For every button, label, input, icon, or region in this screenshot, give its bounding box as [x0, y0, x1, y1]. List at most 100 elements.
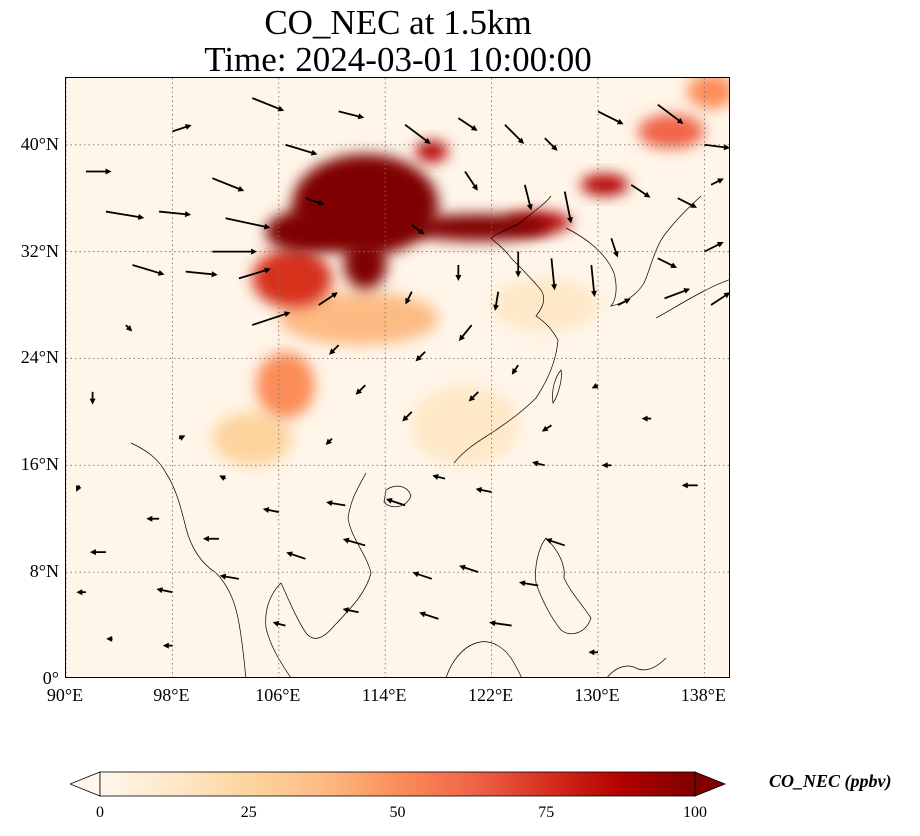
co-plume	[411, 385, 519, 466]
lon-tick-label: 138°E	[680, 685, 726, 705]
co-plume	[265, 210, 346, 253]
coastlines	[130, 195, 729, 677]
coastline-japan	[655, 279, 729, 319]
co-plume	[491, 278, 598, 332]
wind-arrow	[385, 498, 406, 507]
wind-arrow	[402, 411, 413, 422]
colorbar-label: CO_NEC (ppbv)	[769, 771, 892, 791]
wind-arrow	[412, 571, 433, 580]
co-concentration-field	[212, 78, 729, 466]
wind-arrow	[404, 124, 431, 144]
wind-arrow	[342, 537, 366, 547]
gridlines	[66, 78, 729, 677]
wind-arrow	[219, 573, 240, 580]
wind-arrow	[544, 137, 558, 151]
wind-arrow	[211, 177, 245, 192]
wind-arrow	[610, 237, 619, 258]
chart-subtitle-time: Time: 2024-03-01 10:00:00	[204, 40, 592, 79]
colorbar-tick-label: 75	[538, 804, 555, 821]
wind-arrow	[318, 292, 338, 306]
wind-arrow	[105, 210, 145, 220]
wind-arrow	[601, 462, 612, 469]
wind-arrow	[563, 191, 573, 224]
coastline-taiwan	[552, 369, 562, 404]
wind-arrow	[657, 103, 684, 124]
wind-arrow	[132, 264, 165, 276]
wind-arrow	[285, 143, 318, 156]
wind-arrow	[251, 311, 291, 326]
wind-arrow	[641, 415, 652, 422]
co-plume	[580, 174, 629, 196]
lon-tick-label: 130°E	[574, 685, 620, 705]
colorbar-extend-low	[70, 771, 101, 797]
wind-arrow	[355, 384, 366, 395]
coastline-hainan	[383, 485, 412, 508]
wind-arrow	[172, 124, 192, 133]
wind-arrow	[458, 324, 473, 342]
coastline-bay-of-bengal	[130, 442, 247, 677]
wind-arrow	[85, 168, 112, 175]
wind-arrow	[159, 210, 192, 218]
coastline-sulawesi	[607, 657, 667, 677]
wind-arrow	[545, 538, 566, 547]
wind-arrow	[272, 620, 286, 627]
wind-arrow	[541, 424, 552, 432]
wind-arrow	[468, 391, 479, 402]
wind-arrow	[630, 184, 651, 198]
wind-arrow	[125, 324, 133, 332]
wind-arrow	[405, 291, 413, 305]
colorbar-tick-label: 0	[96, 804, 104, 821]
lat-tick-label: 24°N	[20, 347, 59, 368]
wind-arrow	[202, 535, 219, 542]
wind-arrow	[156, 587, 173, 594]
coastline-korea	[565, 195, 702, 307]
wind-arrow	[76, 589, 86, 596]
wind-arrow	[677, 197, 697, 208]
wind-arrow	[710, 178, 724, 186]
lat-tick-label: 32°N	[20, 240, 59, 261]
co-plume	[256, 351, 315, 419]
lat-tick-label: 16°N	[20, 454, 59, 475]
map-plot	[66, 78, 729, 677]
wind-arrow	[590, 264, 597, 297]
wind-arrow	[286, 551, 306, 560]
colorbar-extend-high	[694, 771, 727, 797]
co-plume	[637, 114, 705, 149]
co-plume	[405, 214, 552, 241]
wind-arrow	[219, 475, 227, 481]
wind-arrow	[89, 549, 106, 556]
wind-arrow	[212, 248, 258, 255]
coastline-philippines	[535, 537, 592, 635]
wind-arrow	[457, 117, 478, 131]
co-plume	[343, 240, 387, 290]
wind-vectors	[76, 97, 729, 656]
lon-tick-label: 114°E	[361, 685, 407, 705]
wind-arrow	[415, 351, 426, 362]
co-plume	[278, 291, 439, 346]
lat-tick-label: 40°N	[20, 133, 59, 154]
wind-arrow	[550, 258, 558, 291]
wind-arrow	[681, 482, 698, 489]
wind-arrow	[664, 288, 691, 300]
wind-arrow	[515, 251, 522, 278]
wind-arrow	[518, 580, 539, 587]
wind-arrow	[657, 257, 678, 268]
wind-arrow	[325, 437, 333, 445]
colorbar-tick-label: 25	[240, 804, 257, 821]
wind-arrow	[106, 635, 113, 642]
wind-arrow	[617, 298, 631, 306]
wind-arrow	[489, 620, 512, 627]
lat-tick-label: 0°	[42, 668, 59, 688]
wind-arrow	[326, 500, 346, 507]
wind-arrow	[238, 267, 271, 280]
wind-arrow	[459, 564, 479, 574]
lon-tick-label: 98°E	[153, 685, 190, 705]
coastline-china	[453, 195, 559, 464]
wind-arrow	[588, 649, 598, 656]
map-panel	[65, 77, 730, 678]
lon-tick-label: 106°E	[255, 685, 301, 705]
wind-arrow	[342, 607, 359, 614]
wind-arrow	[432, 474, 446, 480]
wind-arrow	[419, 611, 439, 620]
co-plume	[687, 78, 729, 109]
